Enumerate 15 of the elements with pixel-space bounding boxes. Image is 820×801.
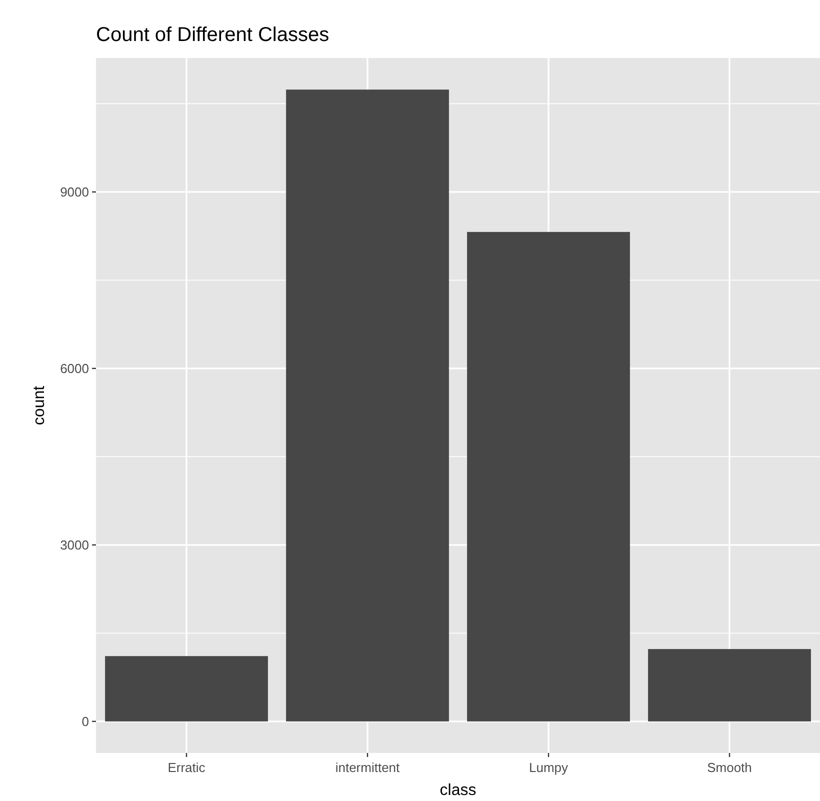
y-tick-label: 6000 bbox=[60, 360, 89, 376]
bar bbox=[286, 90, 449, 722]
y-tick-label: 9000 bbox=[60, 184, 89, 200]
y-tick-label: 3000 bbox=[60, 537, 89, 552]
bar bbox=[648, 649, 811, 722]
x-tick-label: Lumpy bbox=[528, 760, 569, 775]
bar bbox=[105, 656, 268, 722]
x-axis-title: class bbox=[440, 782, 476, 799]
x-tick-label: Smooth bbox=[707, 760, 752, 775]
x-tick-label: intermittent bbox=[335, 760, 400, 775]
bar bbox=[467, 232, 630, 722]
chart-title: Count of Different Classes bbox=[96, 24, 330, 46]
x-tick-label: Erratic bbox=[168, 760, 206, 775]
y-tick-label: 0 bbox=[82, 714, 89, 729]
y-axis-title: count bbox=[31, 385, 48, 426]
